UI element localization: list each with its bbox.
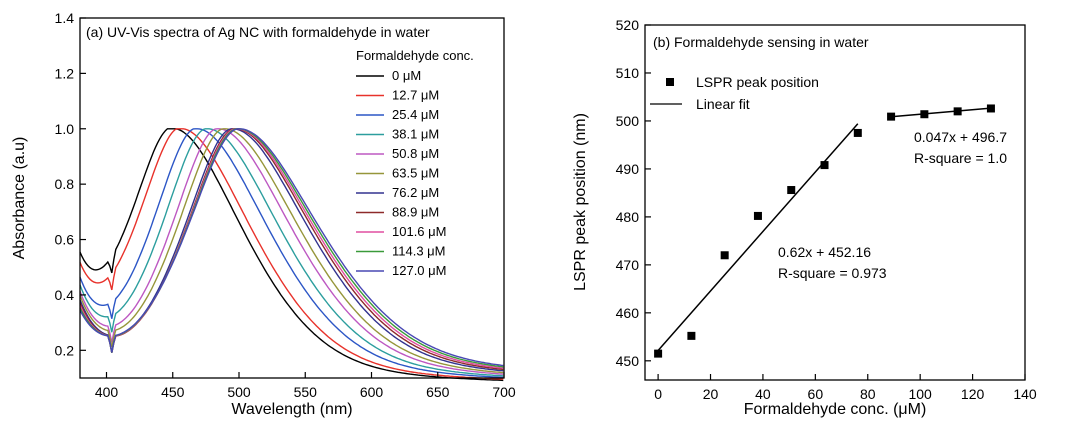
- panel-a-x-tick-label: 450: [161, 384, 185, 400]
- panel-a-legend-label: 101.6 μM: [392, 224, 446, 239]
- panel-a-legend: 0 μM 12.7 μM 25.4 μM 38.1 μM 50.8 μM 63.5 μM 7…: [356, 68, 446, 278]
- panel-b-data-point: [787, 186, 796, 195]
- panel-b-legend-marker: [666, 78, 674, 86]
- panel-a-series-curve: [79, 128, 504, 382]
- panel-a-y-tick-label: 0.2: [55, 342, 75, 358]
- panel-b-data-point: [654, 349, 663, 358]
- panel-a-series-curve: [79, 128, 504, 377]
- panel-a-legend-label: 0 μM: [392, 68, 421, 83]
- panel-a-series-curve: [79, 128, 504, 374]
- panel-b-x-tick-label: 80: [860, 386, 876, 402]
- panel-a-x-tick-label: 700: [492, 384, 516, 400]
- panel-b-y-tick-label: 480: [616, 209, 640, 225]
- panel-a-y-tick-label: 0.6: [55, 232, 75, 248]
- panel-b-y-axis-label: LSPR peak position (nm): [572, 113, 589, 291]
- panel-b-y-tick-label: 500: [616, 113, 640, 129]
- panel-b-data-point: [720, 251, 729, 260]
- panel-b-frame: [644, 24, 1026, 381]
- panel-b-chart: 0 20 40 60 80 100 120 140 450 460 470 480 490 500 510…: [572, 17, 1037, 418]
- panel-a-x-tick-label: 400: [95, 384, 119, 400]
- panel-a-curves: [79, 128, 504, 382]
- panel-a-x-tick-label: 500: [227, 384, 251, 400]
- panel-b-data-point: [920, 110, 929, 119]
- panel-a-x-tick-label: 550: [294, 384, 318, 400]
- panel-a-frame: [79, 17, 505, 379]
- panel-a-title: (a) UV-Vis spectra of Ag NC with formald…: [86, 24, 430, 40]
- panel-a-chart: 400 450 500 550 600 650 700 0.2 0.4 0.6 0.8 1.0 1.2…: [11, 10, 516, 418]
- panel-a-series-curve: [79, 128, 504, 367]
- panel-a-x-ticks: 400 450 500 550 600 650 700: [95, 372, 516, 400]
- panel-b-y-tick-label: 490: [616, 161, 640, 177]
- panel-a-legend-label: 127.0 μM: [392, 263, 446, 278]
- panel-a-series-curve: [79, 128, 504, 380]
- panel-a-y-tick-label: 1.4: [55, 10, 75, 26]
- panel-a-legend-label: 12.7 μM: [392, 88, 439, 103]
- fit-2-r-square: R-square = 1.0: [914, 150, 1007, 166]
- panel-b-x-tick-label: 60: [808, 386, 824, 402]
- fit-1-r-square: R-square = 0.973: [778, 265, 887, 281]
- panel-b-x-tick-label: 140: [1013, 386, 1037, 402]
- panel-a-legend-label: 76.2 μM: [392, 185, 439, 200]
- fit-2-equation: 0.047x + 496.7: [914, 129, 1007, 145]
- panel-a-x-axis-label: Wavelength (nm): [231, 401, 352, 418]
- panel-b-x-axis-label: Formaldehyde conc. (μM): [744, 401, 927, 418]
- panel-b-x-tick-label: 120: [961, 386, 985, 402]
- panel-b-data-point: [986, 104, 995, 113]
- panel-a-y-tick-label: 0.8: [55, 176, 75, 192]
- panel-b-fit-line: [891, 107, 991, 118]
- panel-a-y-ticks: 0.2 0.4 0.6 0.8 1.0 1.2 1.4: [55, 10, 86, 358]
- panel-b-title: (b) Formaldehyde sensing in water: [653, 34, 869, 50]
- panel-b-data-point: [887, 112, 896, 121]
- panel-b-y-tick-label: 510: [616, 65, 640, 81]
- panel-a-legend-label: 25.4 μM: [392, 107, 439, 122]
- panel-a-legend-label: 88.9 μM: [392, 205, 439, 220]
- panel-b-x-tick-label: 100: [908, 386, 932, 402]
- panel-a-y-tick-label: 1.0: [55, 121, 75, 137]
- panel-b-points: [654, 104, 995, 358]
- panel-b-data-point: [687, 331, 696, 340]
- panel-b-y-ticks: 450 460 470 480 490 500 510 520: [616, 17, 651, 369]
- panel-a-series-curve: [79, 128, 504, 375]
- panel-b-y-tick-label: 460: [616, 305, 640, 321]
- panel-b-data-point: [753, 211, 762, 220]
- panel-b-legend-fit-label: Linear fit: [696, 96, 750, 112]
- panel-b-data-point: [853, 128, 862, 137]
- panel-b-legend-points-label: LSPR peak position: [696, 74, 819, 90]
- panel-b-y-tick-label: 450: [616, 353, 640, 369]
- panel-b-y-tick-label: 470: [616, 257, 640, 273]
- panel-b-y-tick-label: 520: [616, 17, 640, 33]
- panel-a-y-tick-label: 0.4: [55, 287, 75, 303]
- panel-a-x-tick-label: 650: [426, 384, 450, 400]
- panel-a-legend-label: 38.1 μM: [392, 127, 439, 142]
- panel-a-series-curve: [79, 128, 504, 379]
- panel-b-x-ticks: 0 20 40 60 80 100 120 140: [654, 374, 1037, 402]
- panel-b-x-tick-label: 20: [703, 386, 719, 402]
- panel-a-legend-title: Formaldehyde conc.: [356, 48, 474, 63]
- panel-a-x-tick-label: 600: [360, 384, 384, 400]
- panel-b-data-point: [820, 161, 829, 170]
- panel-a-legend-label: 114.3 μM: [392, 244, 446, 259]
- panel-a-y-axis-label: Absorbance (a.u): [11, 137, 28, 260]
- panel-a-legend-label: 50.8 μM: [392, 146, 439, 161]
- panel-b-data-point: [953, 107, 962, 116]
- panel-a-legend-label: 63.5 μM: [392, 166, 439, 181]
- panel-a-y-tick-label: 1.2: [55, 65, 75, 81]
- panel-b-x-tick-label: 0: [654, 386, 662, 402]
- fit-1-equation: 0.62x + 452.16: [778, 244, 871, 260]
- panel-b-fit-line: [657, 123, 859, 351]
- panel-b-x-tick-label: 40: [755, 386, 771, 402]
